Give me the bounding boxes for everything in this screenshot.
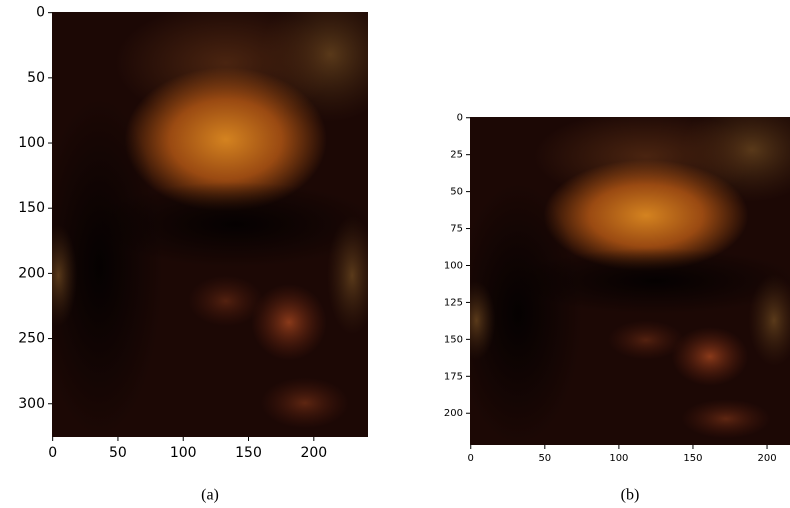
y-tick-label: 0	[457, 113, 463, 124]
y-tick-label: 100	[444, 260, 463, 271]
y-tick-label: 25	[450, 150, 463, 161]
y-tick-label: 200	[18, 265, 45, 281]
caption: (a)	[201, 487, 219, 504]
image	[36, 0, 399, 437]
y-tick-label: 300	[18, 396, 45, 412]
y-tick-label: 175	[444, 371, 463, 382]
y-tick-label: 150	[18, 200, 45, 216]
x-tick-label: 200	[757, 453, 776, 464]
y-tick-label: 250	[18, 331, 45, 347]
y-tick-label: 50	[27, 70, 45, 86]
x-tick-label: 150	[683, 453, 702, 464]
image	[454, 97, 790, 445]
y-tick-label: 100	[18, 135, 45, 151]
x-tick-label: 0	[468, 453, 474, 464]
x-tick-label: 50	[109, 445, 127, 461]
figure: 050100150200050100150200250300(a)0501001…	[0, 0, 790, 508]
caption: (b)	[621, 487, 640, 504]
y-tick-label: 125	[444, 297, 463, 308]
x-tick-label: 200	[300, 445, 327, 461]
x-tick-label: 0	[48, 445, 57, 461]
y-tick-label: 75	[450, 224, 463, 235]
x-tick-label: 150	[235, 445, 262, 461]
y-tick-label: 50	[450, 187, 463, 198]
x-tick-label: 50	[538, 453, 551, 464]
x-tick-label: 100	[609, 453, 628, 464]
y-tick-label: 150	[444, 334, 463, 345]
page: 050100150200050100150200250300(a)0501001…	[0, 0, 790, 508]
y-tick-label: 200	[444, 408, 463, 419]
x-tick-label: 100	[170, 445, 197, 461]
y-tick-label: 0	[36, 5, 45, 21]
